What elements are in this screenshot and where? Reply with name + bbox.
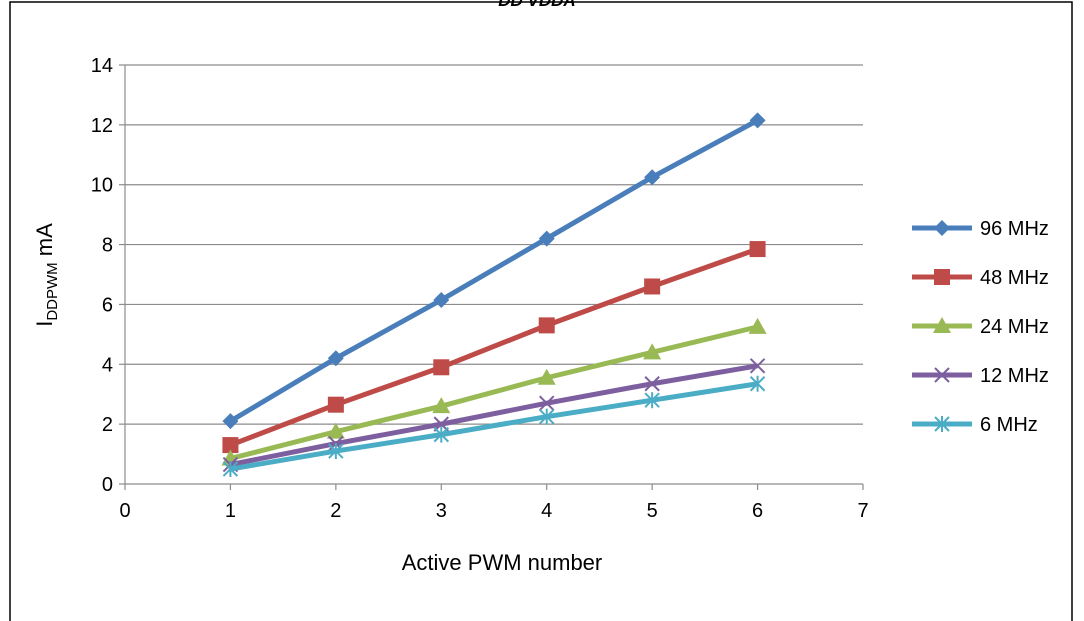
data-point-diamond — [433, 291, 450, 308]
legend-label: 24 MHz — [980, 316, 1049, 338]
x-tick-label: 6 — [752, 500, 763, 522]
data-point-square — [749, 241, 766, 258]
legend-item: 96 MHz — [912, 218, 1049, 240]
y-tick-label: 14 — [91, 55, 113, 77]
data-point-square — [538, 317, 555, 334]
series-line — [230, 381, 758, 472]
legend-item: 12 MHz — [912, 365, 1049, 387]
y-axis-title: IDDPWM mA — [32, 223, 61, 327]
series-4 — [222, 375, 766, 478]
y-axis-title-subscript: DDPWM — [44, 262, 61, 320]
data-point-asterisk — [328, 443, 344, 460]
legend-item: 24 MHz — [912, 316, 1049, 338]
data-point-triangle — [643, 343, 662, 360]
y-tick-label: 8 — [102, 235, 113, 257]
legend: 96 MHz 48 MHz 24 MHz 12 MHz 6 MHz — [912, 218, 1049, 436]
data-point-diamond — [538, 230, 555, 247]
legend-item: 48 MHz — [912, 267, 1049, 289]
y-tick-label: 2 — [102, 414, 113, 436]
x-tick-label: 3 — [436, 500, 447, 522]
x-tick-label: 0 — [119, 500, 130, 522]
y-tick-label: 4 — [102, 354, 113, 376]
legend-label: 12 MHz — [980, 365, 1049, 387]
data-point-square — [433, 359, 450, 376]
data-point-x-stroke — [644, 376, 660, 392]
legend-item: 6 MHz — [912, 414, 1038, 436]
y-axis-title-unit: mA — [32, 223, 57, 262]
data-point-x-stroke — [934, 367, 950, 383]
data-point-diamond — [934, 220, 950, 236]
data-point-diamond — [644, 169, 661, 186]
x-tick-label: 5 — [647, 500, 658, 522]
axes — [119, 64, 864, 490]
data-point-asterisk — [539, 408, 555, 425]
legend-label: 96 MHz — [980, 218, 1049, 240]
chart-border — [9, 1, 1073, 621]
x-tick-label: 1 — [225, 500, 236, 522]
series-1 — [222, 241, 766, 454]
data-point-x — [644, 376, 660, 392]
data-point-x — [934, 367, 950, 383]
y-tick-label: 6 — [102, 294, 113, 316]
data-point-asterisk — [222, 461, 239, 478]
data-point-diamond — [222, 413, 239, 430]
data-point-square — [222, 437, 239, 454]
data-point-diamond — [749, 112, 766, 129]
x-tick-label: 2 — [330, 500, 341, 522]
data-point-triangle — [432, 397, 451, 414]
y-tick-label: 12 — [91, 115, 113, 137]
data-point-square — [934, 269, 950, 285]
chart-title: DD VDDA — [498, 0, 575, 10]
data-point-x — [539, 395, 555, 411]
data-point-diamond — [327, 350, 344, 367]
series-line — [229, 363, 758, 467]
series-0 — [222, 112, 766, 430]
legend-label: 6 MHz — [980, 414, 1038, 436]
series-line — [229, 246, 759, 448]
grid-lines — [125, 64, 863, 425]
data-point-x-stroke — [749, 358, 766, 374]
x-tick-label: 4 — [541, 500, 552, 522]
data-point-asterisk — [934, 416, 950, 432]
data-point-triangle — [748, 317, 767, 334]
x-tick-label: 7 — [857, 500, 868, 522]
series-2 — [221, 317, 767, 466]
series-lines — [221, 112, 767, 478]
data-point-asterisk — [644, 392, 660, 409]
data-point-square — [644, 278, 661, 295]
y-tick-label: 0 — [102, 474, 113, 496]
data-point-triangle — [326, 422, 345, 439]
y-axis-title-main: I — [32, 321, 57, 327]
data-point-triangle — [537, 368, 556, 385]
data-point-x — [749, 358, 766, 374]
data-point-triangle — [933, 317, 951, 333]
legend-label: 48 MHz — [980, 267, 1049, 289]
series-line — [229, 324, 759, 461]
series-line — [229, 118, 759, 424]
data-point-square — [327, 396, 344, 413]
data-point-asterisk — [749, 375, 766, 392]
data-point-x-stroke — [539, 395, 555, 411]
y-tick-label: 10 — [91, 175, 113, 197]
data-point-asterisk — [433, 426, 449, 443]
x-axis-title: Active PWM number — [402, 550, 603, 575]
